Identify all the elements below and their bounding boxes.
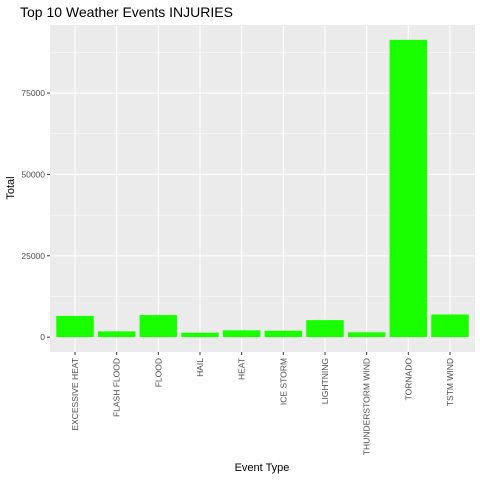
y-axis: 0 25000 50000 75000 [21,88,50,342]
bar [139,315,178,338]
y-tick-label: 75000 [21,88,45,98]
x-tick-label: TORNADO [403,358,413,401]
bar [222,330,261,338]
x-tick-label: FLOOD [153,358,163,387]
x-tick-label: ICE STORM [278,358,288,405]
y-tick-label: 0 [40,332,45,342]
bar [431,314,469,338]
bar [56,315,94,338]
bar [97,331,136,338]
y-tick-label: 25000 [21,251,45,261]
x-tick-label: HAIL [195,358,205,377]
bar [347,332,386,338]
x-tick-label: FLASH FLOOD [112,358,122,417]
y-axis-title: Total [5,176,17,199]
x-tick-label: LIGHTNING [320,358,330,404]
bars [56,39,469,338]
x-tick-label: THUNDERSTORM WIND [362,358,372,455]
bar [264,330,303,338]
major-gridlines [50,25,475,352]
x-axis: EXCESSIVE HEAT FLASH FLOOD FLOOD HAIL HEAT IC… [70,352,455,455]
x-tick-label: HEAT [237,358,247,380]
x-tick-label: TSTM WIND [445,358,455,406]
x-tick-label: EXCESSIVE HEAT [70,358,80,431]
y-tick-label: 50000 [21,169,45,179]
bar [181,332,219,338]
bar [389,39,428,338]
bar [306,320,344,338]
chart-title: Top 10 Weather Events INJURIES [20,4,233,20]
x-axis-title: Event Type [235,462,290,474]
